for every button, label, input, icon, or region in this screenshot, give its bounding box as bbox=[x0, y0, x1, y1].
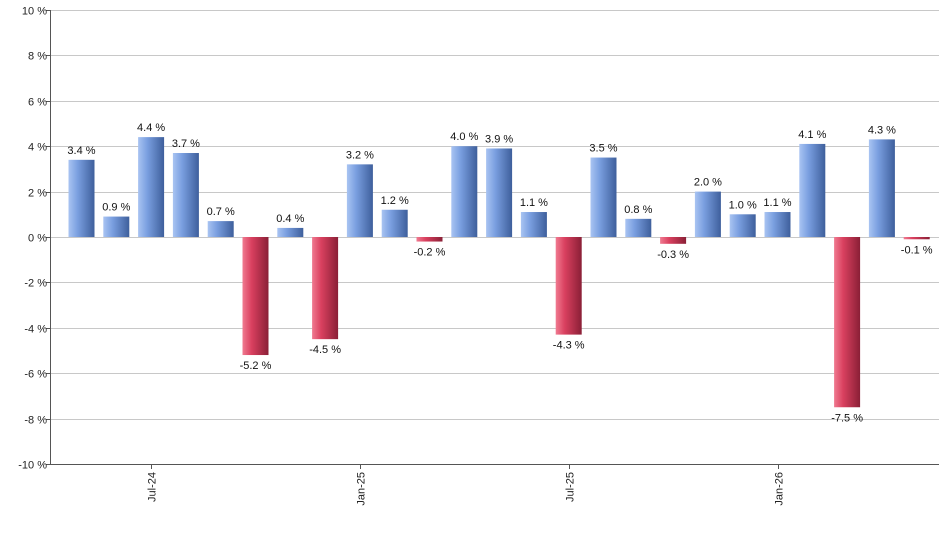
bar bbox=[103, 216, 130, 237]
data-label: 4.4 % bbox=[137, 122, 165, 134]
x-axis: Jul-24 Jan-25 Jul-25 Jan-26 bbox=[50, 464, 939, 506]
data-label: 4.0 % bbox=[450, 131, 478, 143]
bar bbox=[903, 237, 930, 240]
bar bbox=[590, 157, 617, 237]
y-axis: 10 % 8 % 6 % 4 % 2 % 0 % -2 % -4 % -6 % -8 % -10 % bbox=[18, 6, 51, 472]
y-tick-label: 0 % bbox=[28, 233, 47, 245]
data-label: 2.0 % bbox=[694, 177, 722, 189]
x-tick-label: Jan-26 bbox=[774, 472, 786, 506]
data-label: 3.2 % bbox=[346, 149, 374, 161]
bar bbox=[799, 143, 826, 237]
data-label: 1.2 % bbox=[381, 195, 409, 207]
data-label: 3.5 % bbox=[589, 143, 617, 155]
data-label: 3.9 % bbox=[485, 133, 513, 145]
data-label: 0.4 % bbox=[276, 213, 304, 225]
y-tick-label: 2 % bbox=[28, 188, 47, 200]
data-label: 0.9 % bbox=[102, 202, 130, 214]
data-label: 4.1 % bbox=[798, 129, 826, 141]
data-labels: 3.4 % 0.9 % 4.4 % 3.7 % 0.7 % -5.2 % 0.4 % -4.5… bbox=[67, 122, 932, 424]
bar bbox=[138, 137, 165, 237]
bar bbox=[764, 212, 791, 237]
y-tick-label: -4 % bbox=[24, 324, 47, 336]
bar bbox=[834, 237, 861, 408]
x-tick-label: Jul-24 bbox=[147, 472, 159, 502]
y-tick-label: -2 % bbox=[24, 278, 47, 290]
bar bbox=[416, 237, 443, 242]
bars bbox=[68, 137, 930, 408]
data-label: -4.5 % bbox=[309, 344, 341, 356]
data-label: -4.3 % bbox=[553, 340, 585, 352]
data-label: 3.7 % bbox=[172, 138, 200, 150]
data-label: 1.0 % bbox=[729, 199, 757, 211]
bar bbox=[660, 237, 687, 244]
bar bbox=[868, 139, 895, 237]
bar bbox=[207, 221, 234, 237]
grid-lines bbox=[50, 10, 939, 465]
bar bbox=[555, 237, 582, 335]
y-tick-label: 4 % bbox=[28, 142, 47, 154]
bar bbox=[381, 209, 408, 237]
data-label: 0.7 % bbox=[207, 206, 235, 218]
data-label: -0.2 % bbox=[414, 247, 446, 259]
bar bbox=[729, 214, 756, 237]
bar bbox=[520, 212, 547, 237]
bar bbox=[68, 159, 95, 237]
bar bbox=[451, 146, 478, 237]
bar bbox=[625, 218, 652, 237]
data-label: 1.1 % bbox=[520, 197, 548, 209]
bar bbox=[346, 164, 373, 237]
data-label: -0.3 % bbox=[657, 249, 689, 261]
bar bbox=[312, 237, 339, 340]
bar bbox=[172, 153, 199, 237]
data-label: 4.3 % bbox=[868, 124, 896, 136]
x-tick-label: Jan-25 bbox=[356, 472, 368, 506]
y-tick-label: -8 % bbox=[24, 415, 47, 427]
bar bbox=[242, 237, 269, 356]
y-tick-label: 6 % bbox=[28, 97, 47, 109]
data-label: -0.1 % bbox=[901, 244, 933, 256]
data-label: -7.5 % bbox=[831, 412, 863, 424]
y-tick-label: 8 % bbox=[28, 51, 47, 63]
data-label: 3.4 % bbox=[67, 145, 95, 157]
y-tick-label: -10 % bbox=[18, 460, 47, 472]
y-tick-label: 10 % bbox=[22, 6, 47, 18]
data-label: 1.1 % bbox=[763, 197, 791, 209]
y-tick-label: -6 % bbox=[24, 369, 47, 381]
bar bbox=[694, 191, 721, 237]
data-label: 0.8 % bbox=[624, 204, 652, 216]
x-tick-label: Jul-25 bbox=[565, 472, 577, 502]
data-label: -5.2 % bbox=[240, 360, 272, 372]
bar bbox=[486, 148, 513, 237]
bar bbox=[277, 227, 304, 237]
